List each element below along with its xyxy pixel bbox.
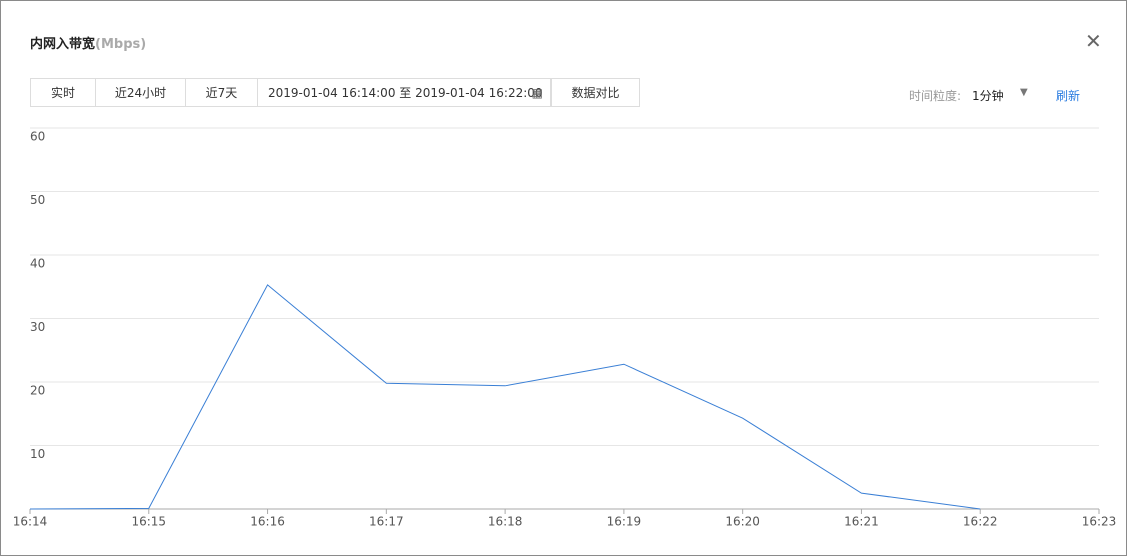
y-tick-label: 40 <box>30 257 45 271</box>
x-tick-label: 16:22 <box>963 515 998 529</box>
y-tick-label: 20 <box>30 384 45 398</box>
date-range-input[interactable]: 2019-01-04 16:14:00 至 2019-01-04 16:22:0… <box>257 78 551 107</box>
dropdown-arrow[interactable]: ▼ <box>1020 87 1028 98</box>
close-button[interactable]: ✕ <box>1085 29 1102 53</box>
title-unit: (Mbps) <box>95 37 147 52</box>
x-tick-label: 16:18 <box>488 515 523 529</box>
tab-button[interactable]: 实时 <box>30 78 96 107</box>
data-line <box>29 284 981 510</box>
granularity-label: 时间粒度: <box>909 89 962 103</box>
date-range-text: 2019-01-04 16:14:00 至 2019-01-04 16:22:0… <box>268 86 543 100</box>
granularity-select[interactable]: 1分钟 <box>972 89 1004 103</box>
calendar-icon: ▦ <box>531 85 543 100</box>
dialog-title: 内网入带宽(Mbps) <box>30 33 146 52</box>
tab-button[interactable]: 近7天 <box>185 78 258 107</box>
x-tick-label: 16:17 <box>369 515 404 529</box>
refresh-link[interactable]: 刷新 <box>1056 89 1081 103</box>
y-tick-label: 10 <box>30 447 45 461</box>
x-tick-label: 16:23 <box>1082 515 1117 529</box>
x-tick-label: 16:14 <box>13 515 48 529</box>
y-tick-label: 50 <box>30 193 45 207</box>
x-tick-label: 16:19 <box>607 515 642 529</box>
x-tick-label: 16:21 <box>844 515 879 529</box>
y-tick-label: 60 <box>30 130 45 144</box>
tab-button[interactable]: 近24小时 <box>95 78 186 107</box>
x-tick-label: 16:16 <box>250 515 285 529</box>
title-text: 内网入带宽 <box>30 37 96 52</box>
x-tick-label: 16:15 <box>131 515 166 529</box>
x-tick-label: 16:20 <box>725 515 760 529</box>
compare-button[interactable]: 数据对比 <box>551 78 640 107</box>
y-tick-label: 30 <box>30 320 45 334</box>
